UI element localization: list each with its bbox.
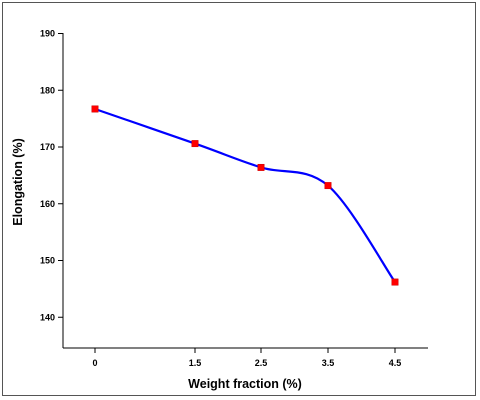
data-point-3.5 [324,182,332,190]
x-tick-label-0: 0 [92,358,97,368]
y-tick-label-190: 190 [40,29,55,39]
data-point-0 [91,105,99,113]
y-tick-label-170: 170 [40,142,55,152]
x-tick-label-2.5: 2.5 [255,358,268,368]
x-tick-label-3.5: 3.5 [322,358,335,368]
y-tick-label-160: 160 [40,199,55,209]
data-point-2.5 [257,163,265,171]
series-line [94,107,396,283]
y-tick-label-180: 180 [40,85,55,95]
axes: 140 150 160 170 180 190 0 1.5 2.5 3.5 4.5 [40,29,428,368]
y-tick-label-150: 150 [40,256,55,266]
figure-frame [2,2,476,396]
x-tick-label-1.5: 1.5 [189,358,202,368]
y-axis-title: Elongation (%) [11,138,25,226]
data-point-1.5 [191,140,199,148]
y-tick-label-140: 140 [40,312,55,322]
data-point-4.5 [391,278,399,286]
series-layer [91,105,399,286]
x-axis-title: Weight fraction (%) [188,377,302,391]
x-tick-label-4.5: 4.5 [389,358,402,368]
